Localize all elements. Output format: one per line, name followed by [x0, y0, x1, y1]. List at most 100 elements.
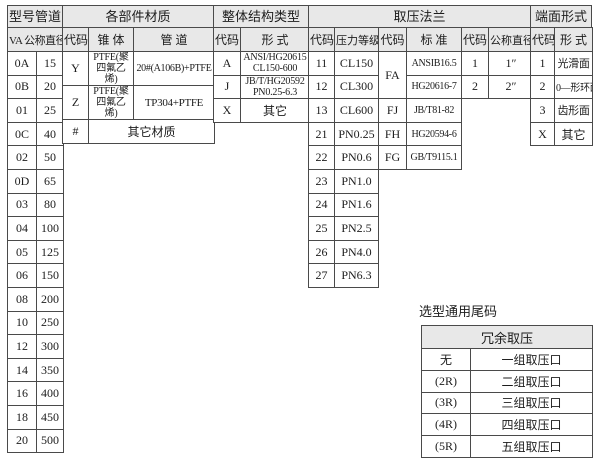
header-row: 代码 压力等级 [308, 27, 379, 52]
pressure-code: 22 [308, 145, 335, 170]
table-row: 20—形环面 [530, 74, 593, 100]
table-row: Z PTFE(聚四氟乙烯) TP304+PTFE [62, 85, 215, 120]
pipe-section-title: 型号管道 [7, 5, 63, 28]
table-row: 25 PN2.5 [308, 216, 379, 241]
structure-code: X [213, 98, 241, 123]
pipe-size: 150 [36, 263, 64, 288]
pipe-size: 15 [36, 51, 64, 76]
pipe-code: 18 [7, 404, 37, 430]
structure-table: 代码 形 式 A ANSI/HG20615 CL150-600 J JB/T/H… [213, 27, 310, 123]
table-row: 11 CL150 [308, 51, 379, 76]
table-row: 06 150 [7, 263, 64, 288]
tail-code: (5R) [421, 435, 471, 458]
code-header: 代码 [461, 27, 489, 52]
table-row: 22 PN0.6 [308, 145, 379, 170]
pressure-code: 27 [308, 263, 335, 288]
pipe-code: 02 [7, 145, 37, 170]
material-code: # [62, 119, 89, 144]
pipe-size: 400 [36, 381, 64, 406]
table-row: 12 CL300 [308, 74, 379, 100]
pipe-material: 20#(A106B)+PTFE [133, 51, 215, 86]
pipe-size: 100 [36, 216, 64, 241]
flange-standard-table: 代码 标 准 FA ANSIB16.5 HG20616-7 FJ JB/T81-… [378, 27, 462, 170]
pipe-code: 03 [7, 192, 37, 218]
tail-code: (2R) [421, 369, 471, 393]
form-header: 形 式 [554, 27, 593, 52]
table-row: 0D 65 [7, 168, 64, 194]
pipe-size: 300 [36, 334, 64, 359]
pressure-rating: PN4.0 [334, 239, 379, 265]
cone-header: 锥 体 [88, 27, 134, 52]
pressure-rating: CL600 [334, 98, 379, 123]
table-row: J JB/T/HG20592 PN0.25-6.3 [213, 74, 310, 100]
table-row: X 其它 [213, 98, 310, 123]
table-row: A ANSI/HG20615 CL150-600 [213, 51, 310, 76]
pressure-rating: PN1.6 [334, 192, 379, 218]
table-row: Y PTFE(聚四氟乙烯) 20#(A106B)+PTFE [62, 51, 215, 86]
pipe-code: 04 [7, 216, 37, 241]
table-row: # 其它材质 [62, 119, 215, 144]
header-row: 代码 锥 体 管 道 [62, 27, 215, 52]
nominal-diameter-header: 公称直径 [488, 27, 534, 52]
face-form: 光滑面 [554, 51, 593, 76]
face-code: X [530, 121, 555, 147]
table-row: 13 CL600 [308, 98, 379, 123]
pipe-code: 20 [7, 428, 37, 454]
materials-section-title: 各部件材质 [62, 5, 214, 28]
table-row: X 其它 [530, 121, 593, 147]
material-code: Y [62, 51, 89, 86]
tail-desc: 四组取压口 [469, 413, 594, 437]
structure-code: J [213, 74, 241, 100]
pressure-code: 11 [308, 51, 335, 76]
standard-code: FJ [378, 98, 407, 123]
pipe-material: TP304+PTFE [133, 85, 215, 120]
face-section-title: 端面形式 [530, 5, 592, 28]
pipe-code: 16 [7, 381, 37, 406]
pressure-rating: PN6.3 [334, 263, 379, 288]
pipe-code: 0A [7, 51, 37, 76]
pipe-size: 20 [36, 74, 64, 100]
diameter-code: 2 [461, 74, 489, 100]
standard-code: FH [378, 121, 407, 147]
code-header: 代码 [530, 27, 555, 52]
standard-value: ANSIB16.5 [406, 51, 462, 76]
table-row: 16 400 [7, 381, 64, 406]
main-table: 型号管道 VA 公称直径 0A 15 0B 20 01 25 0C 40 02 50 0D… [7, 5, 593, 454]
table-row: 2 2″ [461, 74, 534, 100]
redundant-pressure-title: 冗余取压 [420, 325, 594, 349]
pressure-code: 26 [308, 239, 335, 265]
structure-section: 整体结构类型 代码 形 式 A ANSI/HG20615 CL150-600 J… [213, 5, 310, 123]
face-form: 齿形面 [554, 98, 593, 123]
pressure-rating-header: 压力等级 [334, 27, 379, 52]
standard-header: 标 准 [406, 27, 462, 52]
code-header: 代码 [62, 27, 89, 52]
table-row: 03 80 [7, 192, 64, 218]
code-header: 代码 [308, 27, 335, 52]
tail-code: 无 [421, 348, 471, 371]
flange-pressure-table: 代码 压力等级 11 CL150 12 CL300 13 CL600 21 PN0.25… [308, 27, 379, 288]
tail-desc: 一组取压口 [469, 348, 594, 371]
pressure-code: 13 [308, 98, 335, 123]
standard-value: HG20616-7 [406, 74, 462, 100]
table-row: FJ JB/T81-82 [378, 98, 462, 123]
pipe-code: 12 [7, 334, 37, 359]
pipe-size: 500 [36, 428, 64, 454]
header-row: 代码 形 式 [530, 27, 593, 52]
table-row: 0A 15 [7, 51, 64, 76]
other-material: 其它材质 [88, 119, 215, 144]
table-row: (2R) 二组取压口 [421, 369, 594, 393]
pipe-code: 06 [7, 263, 37, 288]
flange-section: 取压法兰 代码 压力等级 11 CL150 12 CL300 13 CL600 21 P… [308, 5, 534, 288]
pipe-code: 08 [7, 286, 37, 312]
tail-desc: 五组取压口 [469, 435, 594, 458]
table-row: 0C 40 [7, 121, 64, 147]
pressure-code: 24 [308, 192, 335, 218]
structure-code: A [213, 51, 241, 76]
table-row: 23 PN1.0 [308, 168, 379, 194]
flange-diameter-table: 代码 公称直径 1 1″ 2 2″ [461, 27, 534, 100]
code-header: 代码 [213, 27, 241, 52]
pipe-code: 10 [7, 310, 37, 336]
